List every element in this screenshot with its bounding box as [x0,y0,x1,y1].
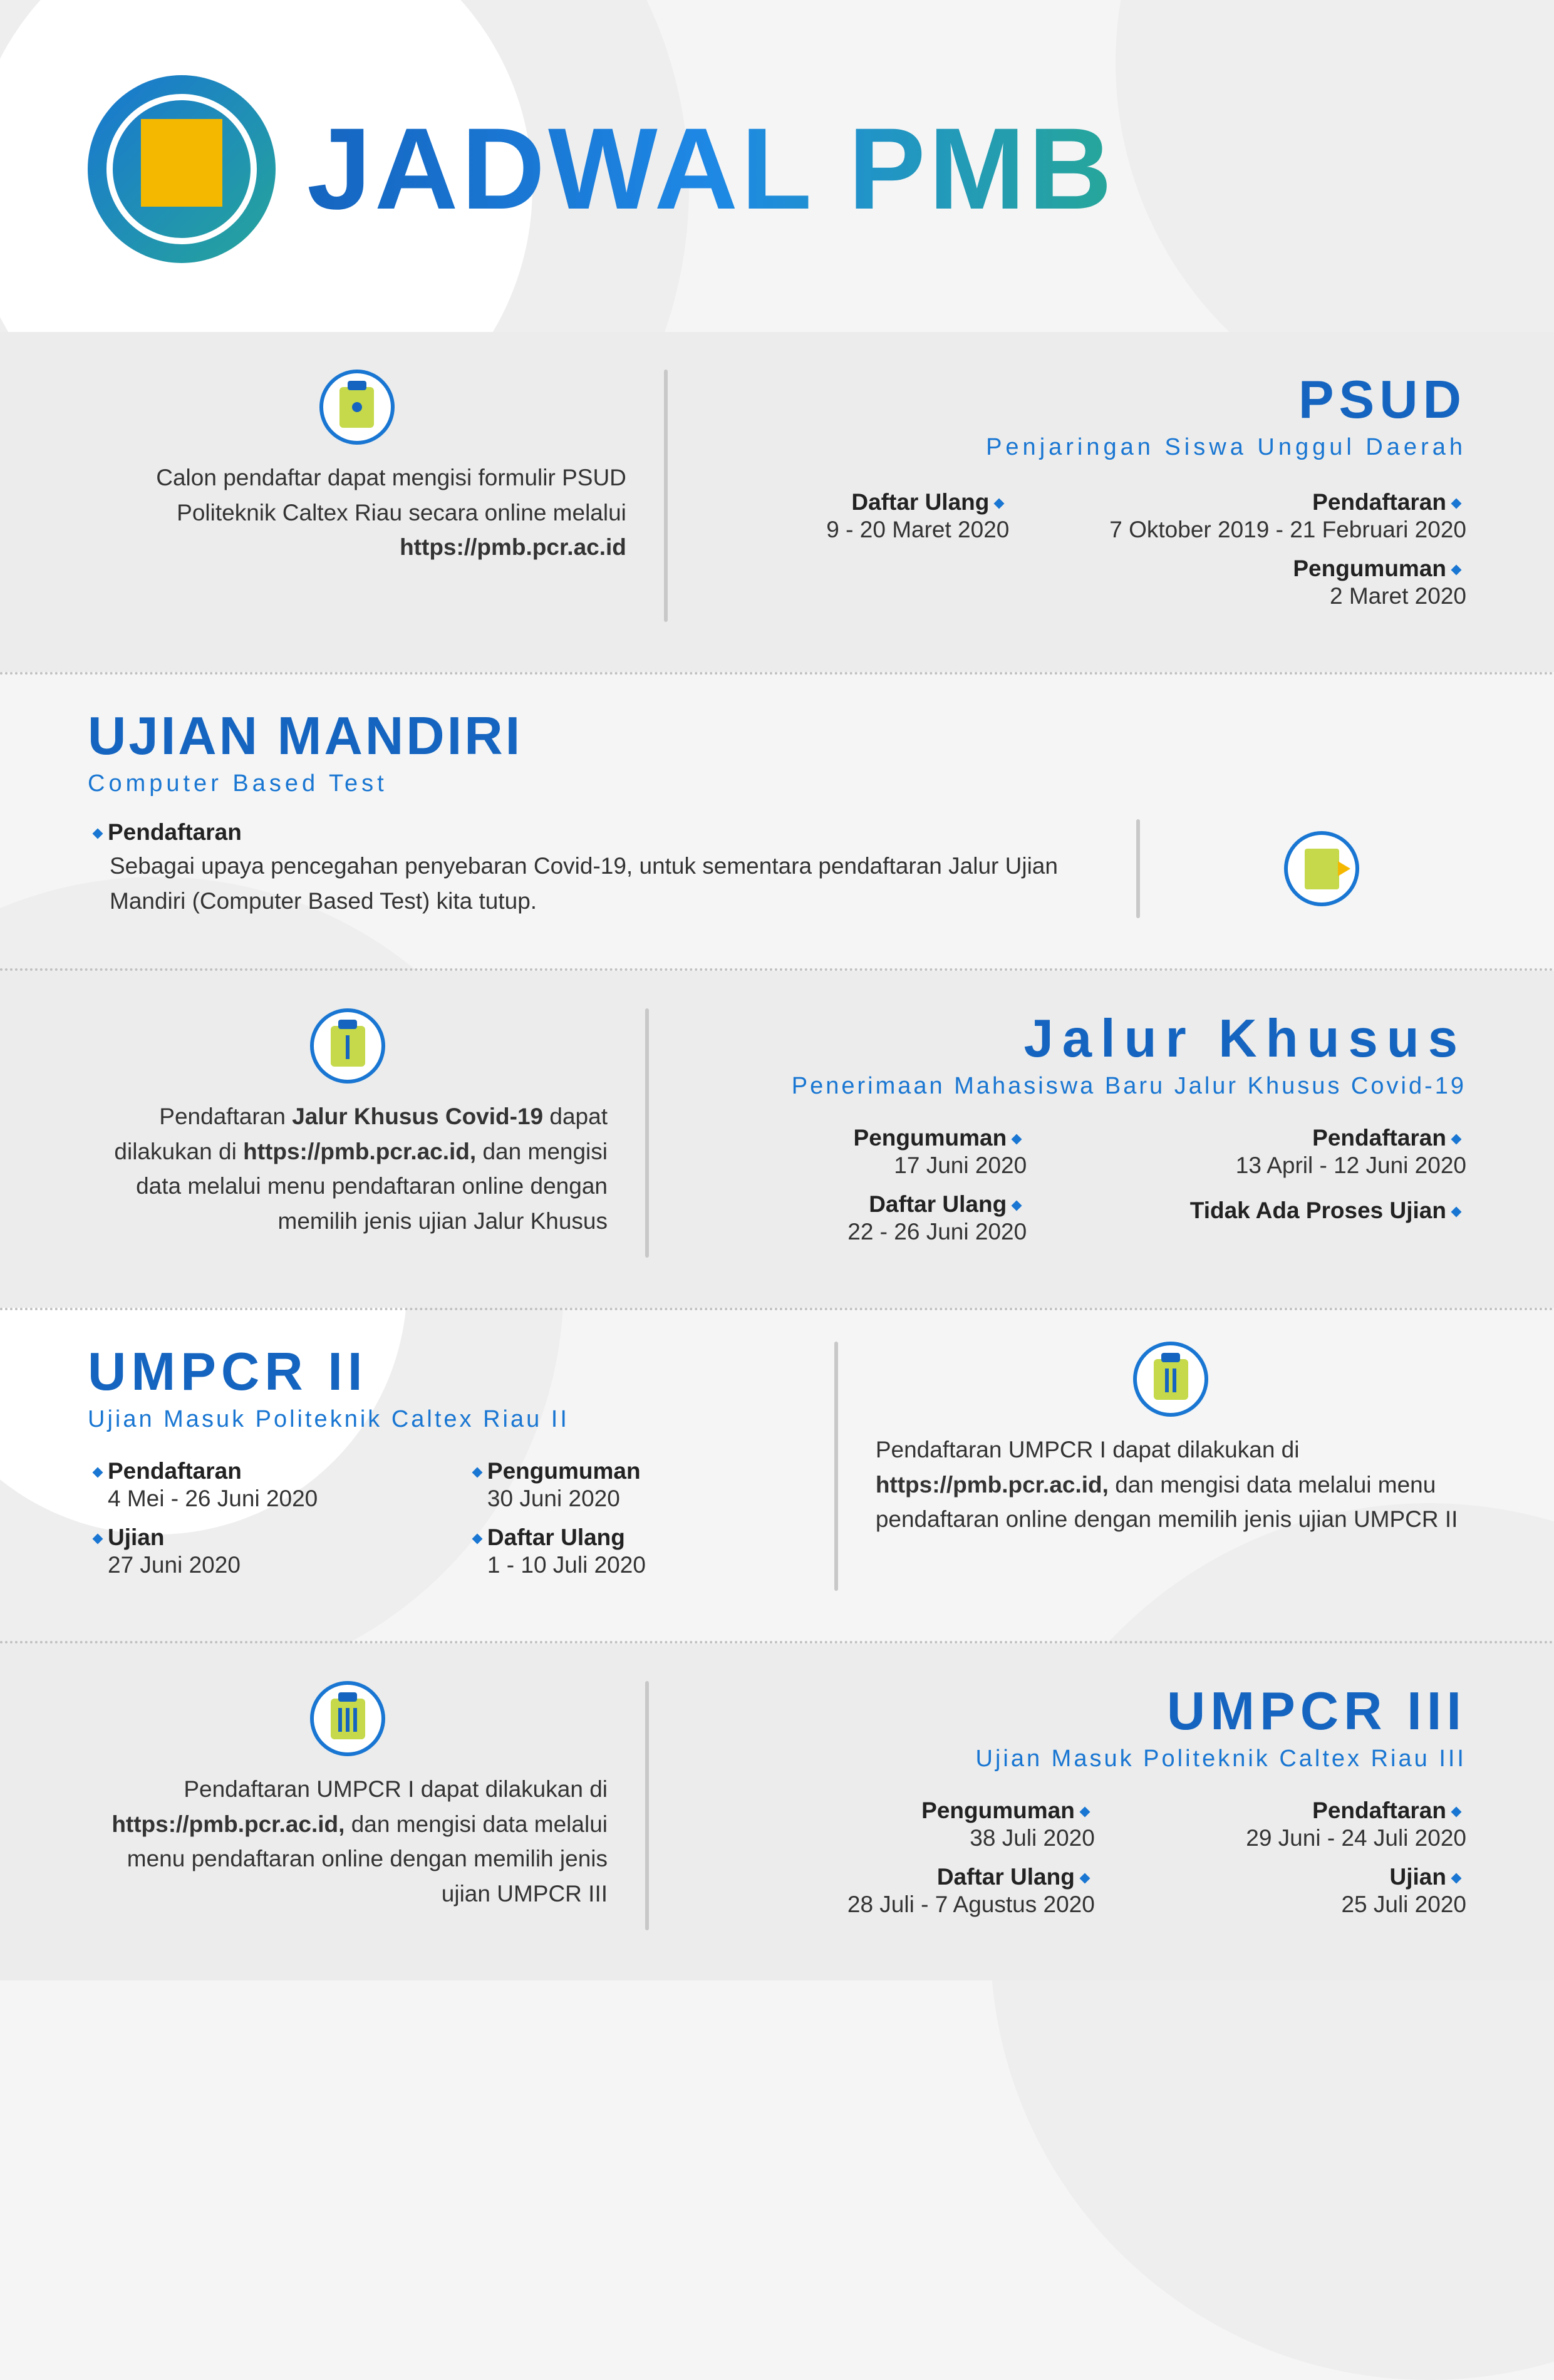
umpcr3-pend-value: 29 Juni - 24 Juli 2020 [1126,1825,1466,1851]
section-khusus: Pendaftaran Jalur Khusus Covid-19 dapat … [0,971,1554,1308]
umpcr2-peng-label: Pengumuman [467,1458,797,1484]
umpcr3-peng-value: 38 Juli 2020 [686,1825,1095,1851]
section-psud: Calon pendaftar dapat mengisi formulir P… [0,332,1554,672]
umpcr2-pend-value: 4 Mei - 26 Juni 2020 [108,1486,417,1512]
khusus-title: Jalur Khusus [686,1008,1466,1070]
umpcr2-title: UMPCR II [88,1342,797,1403]
clipboard-three-icon [310,1681,385,1756]
khusus-daftar-label: Daftar Ulang [686,1191,1027,1218]
umpcr3-daftar-label: Daftar Ulang [686,1864,1095,1890]
khusus-subtitle: Penerimaan Mahasiswa Baru Jalur Khusus C… [686,1073,1466,1100]
umpcr3-ujian-value: 25 Juli 2020 [1126,1891,1466,1918]
page-title: JADWAL PMB [307,103,1115,235]
section-mandiri: UJIAN MANDIRI Computer Based Test Pendaf… [0,675,1554,968]
psud-subtitle: Penjaringan Siswa Unggul Daerah [705,434,1466,461]
badge-icon [319,370,395,445]
umpcr3-subtitle: Ujian Masuk Politeknik Caltex Riau III [686,1746,1466,1772]
clipboard-one-icon [310,1008,385,1084]
psud-daftar-value: 9 - 20 Maret 2020 [705,517,1009,543]
umpcr2-peng-value: 30 Juni 2020 [487,1486,797,1512]
psud-pend-label: Pendaftaran [1040,489,1466,515]
psud-description: Calon pendaftar dapat mengisi formulir P… [88,460,626,565]
umpcr3-title: UMPCR III [686,1681,1466,1742]
umpcr3-peng-label: Pengumuman [686,1798,1095,1824]
psud-title: PSUD [705,370,1466,431]
umpcr3-description: Pendaftaran UMPCR I dapat dilakukan di h… [88,1772,608,1911]
mandiri-subtitle: Computer Based Test [88,770,1466,797]
umpcr2-daftar-value: 1 - 10 Juli 2020 [487,1552,797,1578]
umpcr2-description: Pendaftaran UMPCR I dapat dilakukan di h… [876,1432,1466,1537]
khusus-noexam: Tidak Ada Proses Ujian [1058,1198,1466,1224]
psud-daftar-label: Daftar Ulang [705,489,1009,515]
psud-peng-value: 2 Maret 2020 [1040,583,1466,609]
door-icon [1284,831,1359,906]
section-umpcr3: Pendaftaran UMPCR I dapat dilakukan di h… [0,1643,1554,1980]
umpcr3-ujian-label: Ujian [1126,1864,1466,1890]
umpcr2-daftar-label: Daftar Ulang [467,1524,797,1551]
logo-icon [88,75,276,263]
clipboard-two-icon [1133,1342,1208,1417]
mandiri-title: UJIAN MANDIRI [88,706,1466,767]
umpcr2-ujian-label: Ujian [88,1524,417,1551]
section-umpcr2: UMPCR II Ujian Masuk Politeknik Caltex R… [0,1310,1554,1641]
umpcr3-pend-label: Pendaftaran [1126,1798,1466,1824]
khusus-description: Pendaftaran Jalur Khusus Covid-19 dapat … [88,1099,608,1238]
umpcr3-daftar-value: 28 Juli - 7 Agustus 2020 [686,1891,1095,1918]
psud-pend-value: 7 Oktober 2019 - 21 Februari 2020 [1040,517,1466,543]
page-header: JADWAL PMB [88,75,1466,263]
umpcr2-pend-label: Pendaftaran [88,1458,417,1484]
khusus-peng-label: Pengumuman [686,1125,1027,1151]
mandiri-desc: Sebagai upaya pencegahan penyebaran Covi… [110,849,1099,918]
khusus-pend-label: Pendaftaran [1058,1125,1466,1151]
khusus-pend-value: 13 April - 12 Juni 2020 [1058,1152,1466,1179]
khusus-daftar-value: 22 - 26 Juni 2020 [686,1219,1027,1245]
umpcr2-ujian-value: 27 Juni 2020 [108,1552,417,1578]
psud-peng-label: Pengumuman [1040,556,1466,582]
khusus-peng-value: 17 Juni 2020 [686,1152,1027,1179]
umpcr2-subtitle: Ujian Masuk Politeknik Caltex Riau II [88,1406,797,1433]
mandiri-pend-label: Pendaftaran [88,819,1099,846]
